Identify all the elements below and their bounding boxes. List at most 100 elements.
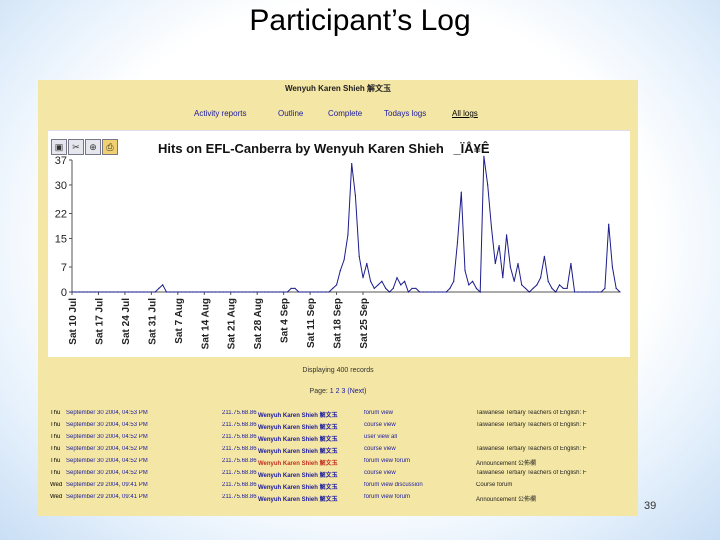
data-point <box>498 245 500 247</box>
data-point <box>294 287 296 289</box>
tab-complete[interactable]: Complete <box>328 109 363 118</box>
page-link[interactable]: 2 <box>335 388 340 395</box>
log-user-link[interactable]: Wenyuh Karen Shieh 解文玉 <box>258 497 338 503</box>
data-point <box>305 291 307 293</box>
log-action-link[interactable]: user view all <box>364 434 398 440</box>
log-ip-link[interactable]: 211.75.68.86 <box>222 482 257 488</box>
log-ip-link[interactable]: 211.75.68.86 <box>222 422 257 428</box>
log-time-link[interactable]: September 30 2004, 04:52 PM <box>66 458 148 464</box>
log-ip-link[interactable]: 211.75.68.86 <box>222 494 257 500</box>
log-user-link[interactable]: Wenyuh Karen Shieh 解文玉 <box>258 449 338 455</box>
log-ip-link[interactable]: 211.75.68.86 <box>222 446 257 452</box>
log-ip-link[interactable]: 211.75.68.86 <box>222 458 257 464</box>
log-row: Wed September 29 2004, 09:41 PM 211.75.68.… <box>38 492 638 504</box>
tab-outline[interactable]: Outline <box>278 109 304 118</box>
x-tick-label: Sat 25 Sep <box>359 298 370 349</box>
user-heading: Wenyuh Karen Shieh 解文玉 <box>284 84 392 93</box>
log-day: Wed <box>50 494 63 500</box>
data-point <box>90 291 92 293</box>
log-ip-link[interactable]: 211.75.68.86 <box>222 410 257 416</box>
chart-title-garbled: _ÏÅ¥Ê <box>453 141 490 156</box>
data-point <box>449 287 451 289</box>
y-tick-label: 30 <box>55 180 67 192</box>
x-tick-label: Sat 24 Jul <box>121 298 132 345</box>
log-time-link[interactable]: September 30 2004, 04:53 PM <box>66 422 148 428</box>
log-action-link[interactable]: forum view <box>364 410 394 416</box>
y-tick-label: 37 <box>55 155 67 167</box>
log-time-link[interactable]: September 30 2004, 04:53 PM <box>66 410 148 416</box>
data-point <box>506 234 508 236</box>
data-point <box>230 291 232 293</box>
log-time-link[interactable]: September 30 2004, 04:52 PM <box>66 446 148 452</box>
data-point <box>143 291 145 293</box>
data-point <box>441 291 443 293</box>
data-point <box>566 287 568 289</box>
log-user-link[interactable]: Wenyuh Karen Shieh 解文玉 <box>258 485 338 491</box>
log-action-link[interactable]: course view <box>364 470 396 476</box>
tab-todays-logs[interactable]: Todays logs <box>384 109 427 118</box>
log-user-link[interactable]: Wenyuh Karen Shieh 解文玉 <box>258 413 338 419</box>
print-icon[interactable]: ⎙ <box>102 139 118 155</box>
data-point <box>373 287 375 289</box>
x-tick-label: Sat 14 Aug <box>200 298 211 349</box>
log-time-link[interactable]: September 29 2004, 09:41 PM <box>66 494 148 500</box>
log-user-link[interactable]: Wenyuh Karen Shieh 解文玉 <box>258 437 338 443</box>
data-point <box>82 291 84 293</box>
zoom-icon[interactable]: ⊕ <box>85 139 101 155</box>
log-time-link[interactable]: September 29 2004, 09:41 PM <box>66 482 148 488</box>
log-user-link[interactable]: Wenyuh Karen Shieh 解文玉 <box>258 461 338 467</box>
page-link[interactable]: 3 <box>341 388 346 395</box>
data-point <box>574 291 576 293</box>
data-point <box>434 291 436 293</box>
hits-series-line <box>72 156 621 294</box>
x-tick-label: Sat 31 Jul <box>147 298 158 345</box>
data-point <box>313 291 315 293</box>
page-link[interactable]: 1 <box>329 388 334 395</box>
log-time-link[interactable]: September 30 2004, 04:52 PM <box>66 470 148 476</box>
data-point <box>215 291 217 293</box>
scissors-icon[interactable]: ✂ <box>68 139 84 155</box>
data-point <box>509 266 511 268</box>
data-point <box>358 255 360 257</box>
log-info: Course forum <box>476 482 513 488</box>
x-tick-label: Sat 21 Aug <box>227 298 238 349</box>
data-point <box>109 291 111 293</box>
log-user-link[interactable]: Wenyuh Karen Shieh 解文玉 <box>258 473 338 479</box>
data-point <box>279 291 281 293</box>
data-point <box>547 280 549 282</box>
log-time-link[interactable]: September 30 2004, 04:52 PM <box>66 434 148 440</box>
data-point <box>589 291 591 293</box>
log-ip-link[interactable]: 211.75.68.86 <box>222 470 257 476</box>
data-point <box>400 284 402 286</box>
data-point <box>347 234 349 236</box>
data-point <box>86 291 88 293</box>
log-action-link[interactable]: forum view forum <box>364 494 411 500</box>
data-point <box>97 291 100 293</box>
data-point <box>524 287 527 289</box>
log-action-link[interactable]: course view <box>364 446 396 452</box>
data-point <box>105 291 107 293</box>
log-user-link[interactable]: Wenyuh Karen Shieh 解文玉 <box>258 425 338 431</box>
save-icon[interactable]: ▣ <box>51 139 67 155</box>
data-point <box>479 291 481 293</box>
log-day: Thu <box>50 446 61 452</box>
data-point <box>324 291 326 293</box>
log-action-link[interactable]: course view <box>364 422 396 428</box>
next-page-link[interactable]: (Next) <box>347 388 367 395</box>
data-point <box>79 291 81 293</box>
data-point <box>101 291 103 293</box>
log-action-link[interactable]: forum view discussion <box>364 482 423 488</box>
tab-activity-reports[interactable]: Activity reports <box>194 109 247 118</box>
y-tick-label: 22 <box>55 209 67 221</box>
data-point <box>290 287 292 289</box>
data-point <box>532 287 534 289</box>
data-point <box>336 284 338 286</box>
log-ip-link[interactable]: 211.75.68.86 <box>222 434 257 440</box>
log-action-link[interactable]: forum view forum <box>364 458 411 464</box>
data-point <box>354 195 356 197</box>
data-point <box>570 262 572 265</box>
data-point <box>483 155 485 157</box>
moodle-screenshot: Wenyuh Karen Shieh 解文玉 Activity reports … <box>38 80 638 516</box>
tab-all-logs[interactable]: All logs <box>452 109 478 118</box>
data-point <box>430 291 432 293</box>
